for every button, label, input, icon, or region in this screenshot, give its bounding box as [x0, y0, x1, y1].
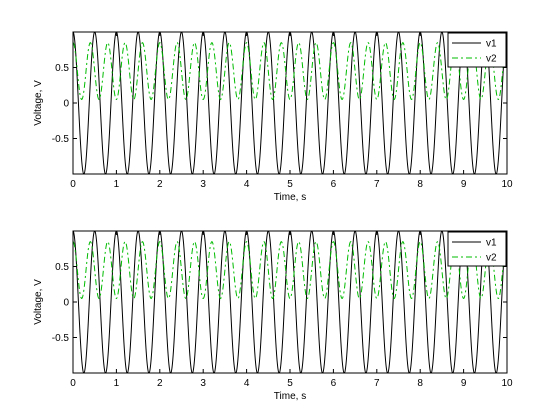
x-tick-label: 2	[157, 378, 163, 389]
x-tick-label: 0	[70, 179, 76, 190]
legend-label-v1: v1	[486, 39, 497, 50]
x-tick-label: 7	[374, 378, 380, 389]
legend-label-v2: v2	[486, 253, 497, 264]
y-axis-label: Voltage, V	[33, 279, 44, 325]
legend-box	[447, 32, 507, 68]
axes-frame	[72, 230, 508, 374]
series-v2-line	[73, 42, 507, 100]
y-tick-label: 0.5	[55, 63, 69, 74]
x-tick-label: 3	[200, 179, 206, 190]
x-tick-label: 0	[70, 378, 76, 389]
series-v1-line	[73, 32, 507, 174]
x-tick-label: 9	[461, 179, 467, 190]
legend-box	[447, 231, 507, 267]
y-tick-label: 0	[63, 298, 69, 309]
axes-frame	[72, 31, 508, 175]
legend-label-v1: v1	[486, 238, 497, 249]
x-tick-label: 4	[244, 179, 250, 190]
x-tick-label: 2	[157, 179, 163, 190]
x-tick-label: 3	[200, 378, 206, 389]
series-v2-line	[73, 241, 507, 299]
x-tick-label: 1	[114, 378, 120, 389]
x-tick-label: 10	[501, 378, 513, 389]
y-tick-label: -0.5	[52, 134, 70, 145]
legend-label-v2: v2	[486, 54, 497, 65]
y-tick-label: 0	[63, 99, 69, 110]
x-tick-label: 8	[417, 378, 423, 389]
x-tick-label: 9	[461, 378, 467, 389]
y-axis-label: Voltage, V	[33, 80, 44, 126]
y-tick-label: 0.5	[55, 262, 69, 273]
x-axis-label: Time, s	[274, 192, 306, 203]
x-tick-label: 6	[331, 179, 337, 190]
x-tick-label: 5	[287, 179, 293, 190]
x-tick-label: 8	[417, 179, 423, 190]
x-tick-label: 7	[374, 179, 380, 190]
x-tick-label: 10	[501, 179, 513, 190]
series-v1-line	[73, 231, 507, 373]
x-tick-label: 4	[244, 378, 250, 389]
x-tick-label: 1	[114, 179, 120, 190]
y-tick-label: -0.5	[52, 333, 70, 344]
x-tick-label: 6	[331, 378, 337, 389]
x-tick-label: 5	[287, 378, 293, 389]
x-axis-label: Time, s	[274, 391, 306, 402]
